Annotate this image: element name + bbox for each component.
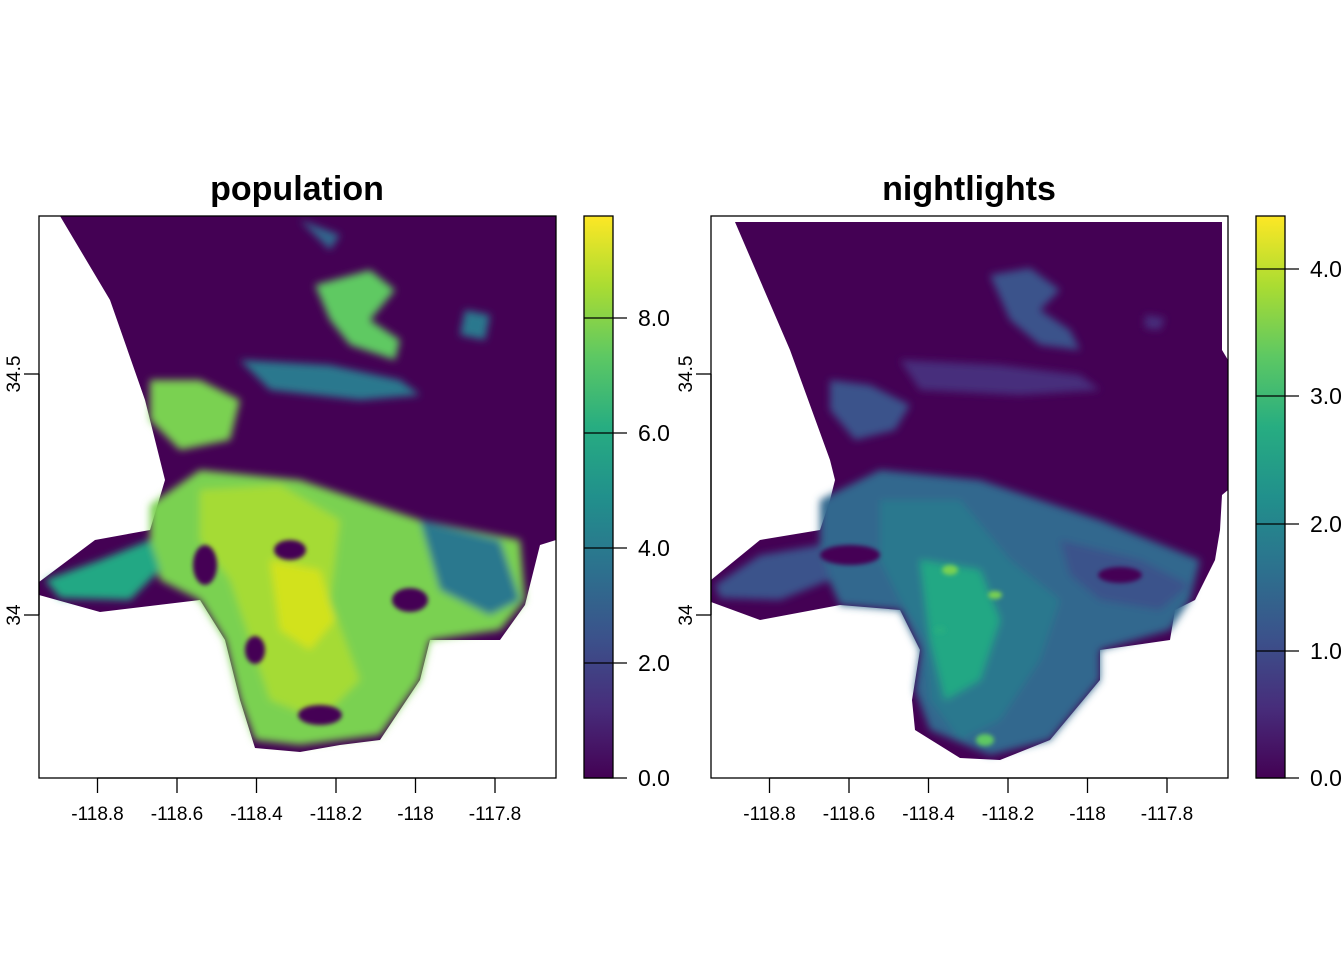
y-tick-label: 34.5 [676, 356, 697, 393]
nightlights-hotspots [934, 565, 1002, 746]
x-tick-label: -118 [397, 804, 434, 825]
y-tick-label: 34 [676, 604, 697, 626]
y-tick-label: 34.5 [4, 356, 25, 393]
x-tick-label: -118.8 [743, 804, 795, 825]
x-axis: -118.8 -118.6 -118.4 -118.2 -118 -117.8 [71, 777, 521, 825]
panel-nightlights: nightlights [676, 170, 1342, 825]
colorbar-label: 0.0 [1310, 765, 1342, 791]
y-axis: 34 34.5 [4, 356, 40, 626]
colorbar-label: 4.0 [1310, 256, 1342, 282]
colorbar-label: 8.0 [638, 305, 670, 331]
colorbar-gradient [1255, 215, 1286, 779]
x-tick-label: -117.8 [1141, 804, 1193, 825]
y-tick-label: 34 [4, 604, 25, 626]
x-tick-label: -118.6 [823, 804, 875, 825]
colorbar-gradient [583, 215, 614, 779]
nightlights-gaps [820, 545, 1142, 583]
colorbar: 0.0 2.0 4.0 6.0 8.0 [583, 215, 670, 791]
chart-title: population [210, 170, 384, 208]
x-tick-label: -118.6 [151, 804, 203, 825]
x-tick-label: -118 [1069, 804, 1106, 825]
chart-title: nightlights [882, 170, 1056, 208]
x-tick-label: -118.2 [310, 804, 362, 825]
x-tick-label: -118.4 [902, 804, 955, 825]
x-tick-label: -118.8 [71, 804, 123, 825]
y-axis: 34 34.5 [676, 356, 712, 626]
colorbar-label: 4.0 [638, 535, 670, 561]
population-urban [45, 470, 525, 745]
raster-map [39, 216, 556, 752]
colorbar-label: 2.0 [638, 650, 670, 676]
colorbar-label: 2.0 [1310, 511, 1342, 537]
x-tick-label: -118.2 [982, 804, 1034, 825]
x-axis: -118.8 -118.6 -118.4 -118.2 -118 -117.8 [743, 777, 1193, 825]
colorbar-label: 6.0 [638, 420, 670, 446]
population-gaps [193, 540, 428, 725]
colorbar-label: 0.0 [638, 765, 670, 791]
panel-population: population [4, 170, 670, 825]
colorbar-label: 1.0 [1310, 638, 1342, 664]
colorbar-label: 3.0 [1310, 383, 1342, 409]
x-tick-label: -118.4 [230, 804, 283, 825]
raster-map [711, 222, 1228, 760]
nightlights-north [830, 268, 1165, 440]
x-tick-label: -117.8 [469, 804, 521, 825]
population-north [150, 220, 490, 450]
colorbar: 0.0 1.0 2.0 3.0 4.0 [1255, 215, 1342, 791]
